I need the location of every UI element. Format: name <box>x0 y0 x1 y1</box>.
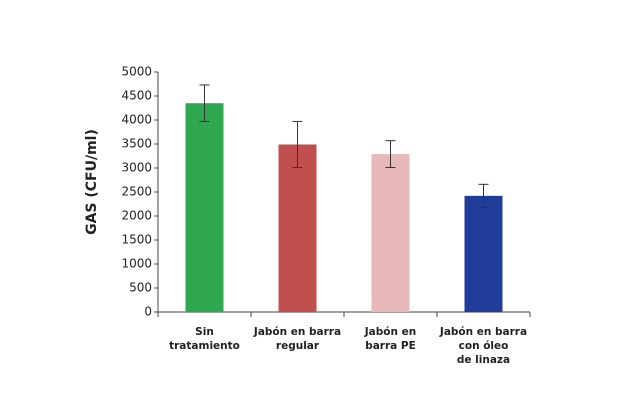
error-bar <box>292 120 303 169</box>
x-tick-label: Jabón en barra <box>253 326 341 338</box>
y-tick-label: 0 <box>144 305 152 319</box>
y-tick-label: 1000 <box>121 257 152 271</box>
x-tick-label: Jabón en <box>364 326 416 338</box>
error-bar <box>199 84 210 122</box>
y-tick-label: 3500 <box>121 137 152 151</box>
x-tick-label: barra PE <box>365 340 416 352</box>
bar <box>464 195 503 312</box>
x-tick-label: de linaza <box>457 354 510 366</box>
y-axis-label: GAS (CFU/ml) <box>84 129 100 235</box>
bar <box>278 144 317 312</box>
x-tick-label: tratamiento <box>169 340 240 352</box>
error-bar <box>385 140 396 169</box>
y-tick-label: 500 <box>129 281 152 295</box>
x-tick-label: con óleo <box>459 340 509 352</box>
bar <box>185 103 224 312</box>
y-tick-label: 4000 <box>121 113 152 127</box>
y-tick-label: 1500 <box>121 233 152 247</box>
y-tick-label: 2500 <box>121 185 152 199</box>
y-tick-label: 5000 <box>121 65 152 79</box>
x-tick-label: Jabón en barra <box>439 326 527 338</box>
y-tick-label: 4500 <box>121 89 152 103</box>
y-tick-label: 3000 <box>121 161 152 175</box>
x-tick-label: Sin <box>195 326 214 338</box>
bar <box>371 154 410 312</box>
y-tick-label: 2000 <box>121 209 152 223</box>
error-bar <box>478 183 489 208</box>
x-tick-label: regular <box>276 340 320 352</box>
